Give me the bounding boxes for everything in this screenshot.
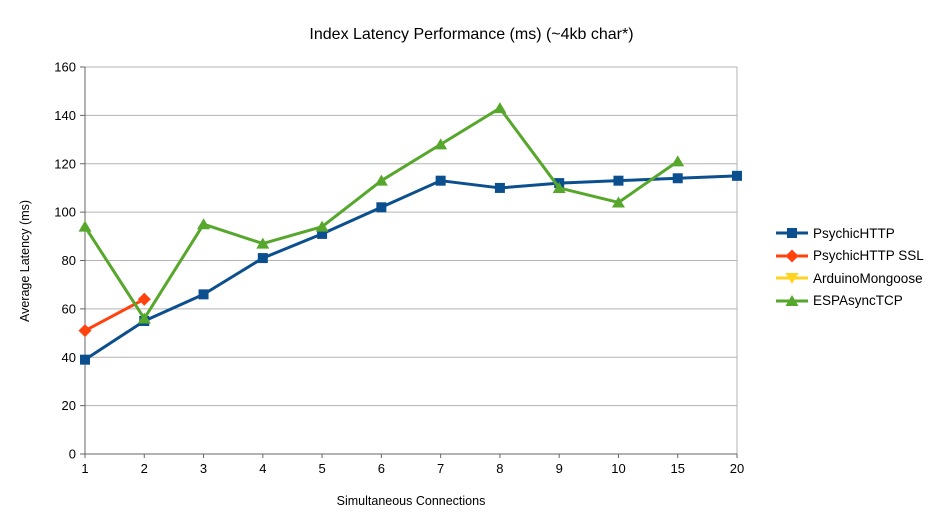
x-tick-label: 20 — [730, 461, 744, 476]
marker-triangle-up — [552, 181, 566, 193]
marker-triangle-up — [315, 220, 329, 232]
marker-triangle-up — [137, 312, 151, 324]
x-tick-label: 9 — [556, 461, 563, 476]
legend-label: PsychicHTTP — [813, 225, 895, 241]
legend: PsychicHTTP PsychicHTTP SSL ArduinoMongoos… — [776, 222, 924, 312]
y-tick-label: 0 — [69, 447, 76, 462]
y-tick-label: 100 — [54, 205, 76, 220]
legend-label: ESPAsyncTCP — [813, 293, 903, 309]
marker-square — [317, 228, 328, 239]
axis-labels: 0 20 40 60 80 100 120 140 160 1 2 3 4 5 6 7 8 9 10 15 20 — [54, 60, 744, 477]
y-tick-label: 80 — [62, 253, 76, 268]
marker-diamond — [785, 249, 799, 263]
marker-triangle-up — [671, 155, 685, 167]
series-psychichttp-ssl — [78, 292, 151, 338]
marker-diamond — [137, 292, 151, 306]
y-tick-label: 40 — [62, 350, 76, 365]
marker-square — [80, 354, 90, 365]
y-tick-label: 160 — [54, 60, 76, 75]
marker-triangle-down — [785, 273, 799, 285]
x-tick-label: 10 — [611, 461, 625, 476]
y-tick-label: 120 — [54, 156, 76, 171]
axes — [80, 66, 738, 458]
marker-triangle-up — [197, 218, 211, 230]
x-tick-label: 3 — [200, 461, 207, 476]
x-tick-label: 5 — [318, 461, 325, 476]
marker-square — [435, 175, 446, 186]
marker-square — [257, 253, 268, 264]
legend-label: ArduinoMongoose — [813, 270, 923, 286]
x-tick-label: 1 — [81, 461, 88, 476]
legend-swatch — [776, 273, 808, 285]
marker-square — [613, 175, 624, 186]
marker-square — [198, 289, 209, 300]
y-axis-title: Average Latency (ms) — [18, 199, 32, 323]
x-tick-label: 7 — [437, 461, 444, 476]
x-tick-label: 8 — [496, 461, 503, 476]
legend-swatch — [776, 294, 808, 306]
marker-triangle-up — [611, 196, 625, 208]
chart-title: Index Latency Performance (ms) (~4kb cha… — [309, 26, 634, 43]
legend-item: ESPAsyncTCP — [776, 290, 924, 313]
legend-label: PsychicHTTP SSL — [813, 248, 924, 264]
marker-triangle-up — [78, 220, 92, 232]
x-tick-label: 2 — [141, 461, 148, 476]
x-tick-label: 15 — [670, 461, 684, 476]
x-axis-title: Simultaneous Connections — [336, 494, 486, 508]
marker-square — [376, 202, 387, 213]
series-line — [83, 106, 679, 321]
y-tick-label: 60 — [62, 301, 76, 316]
legend-item: PsychicHTTP SSL — [776, 245, 924, 268]
x-tick-label: 6 — [378, 461, 385, 476]
series-line — [84, 174, 738, 361]
y-tick-label: 140 — [54, 108, 76, 123]
y-tick-label: 20 — [62, 398, 76, 413]
marker-triangle-up — [256, 237, 270, 249]
marker-diamond — [78, 324, 92, 338]
legend-swatch — [776, 228, 808, 239]
marker-square — [787, 228, 797, 239]
legend-swatch — [776, 249, 808, 263]
x-tick-label: 4 — [259, 461, 266, 476]
marker-triangle-up — [434, 138, 448, 150]
marker-triangle-up — [785, 294, 799, 306]
marker-square — [494, 182, 505, 193]
series-psychichttp — [80, 170, 742, 365]
legend-item: ArduinoMongoose — [776, 267, 924, 290]
marker-square — [672, 173, 683, 184]
legend-item: PsychicHTTP — [776, 222, 924, 245]
series-espasynctcp — [78, 102, 685, 324]
marker-square — [732, 170, 742, 181]
y-gridlines — [85, 66, 737, 407]
marker-triangle-up — [493, 102, 507, 114]
marker-triangle-up — [374, 174, 388, 186]
